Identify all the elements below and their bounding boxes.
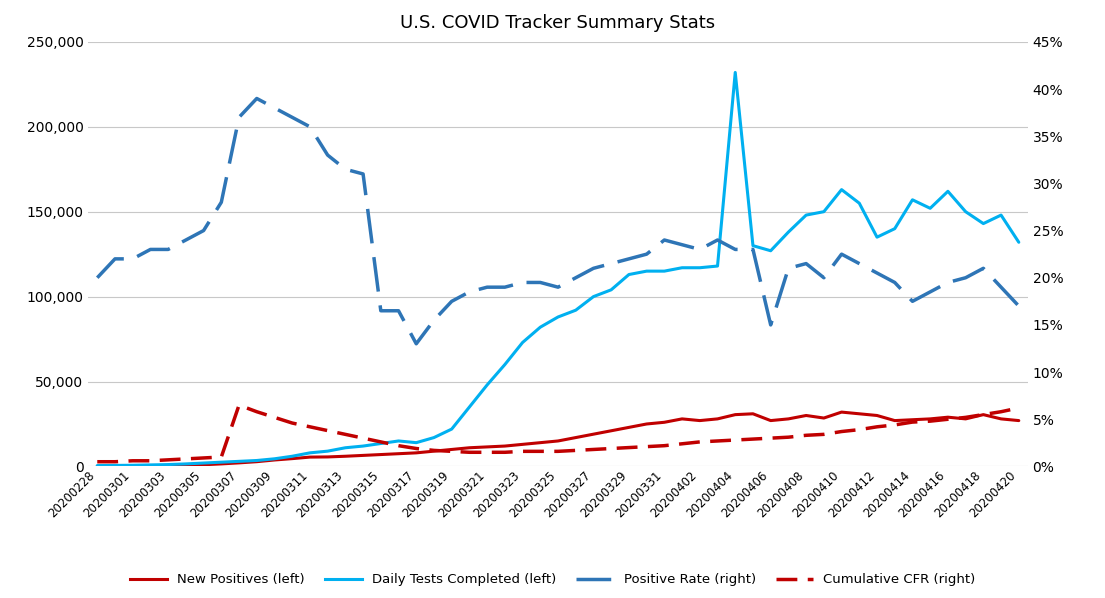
Title: U.S. COVID Tracker Summary Stats: U.S. COVID Tracker Summary Stats: [400, 14, 716, 32]
Legend: New Positives (left), Daily Tests Completed (left), Positive Rate (right), Cumul: New Positives (left), Daily Tests Comple…: [125, 568, 980, 591]
